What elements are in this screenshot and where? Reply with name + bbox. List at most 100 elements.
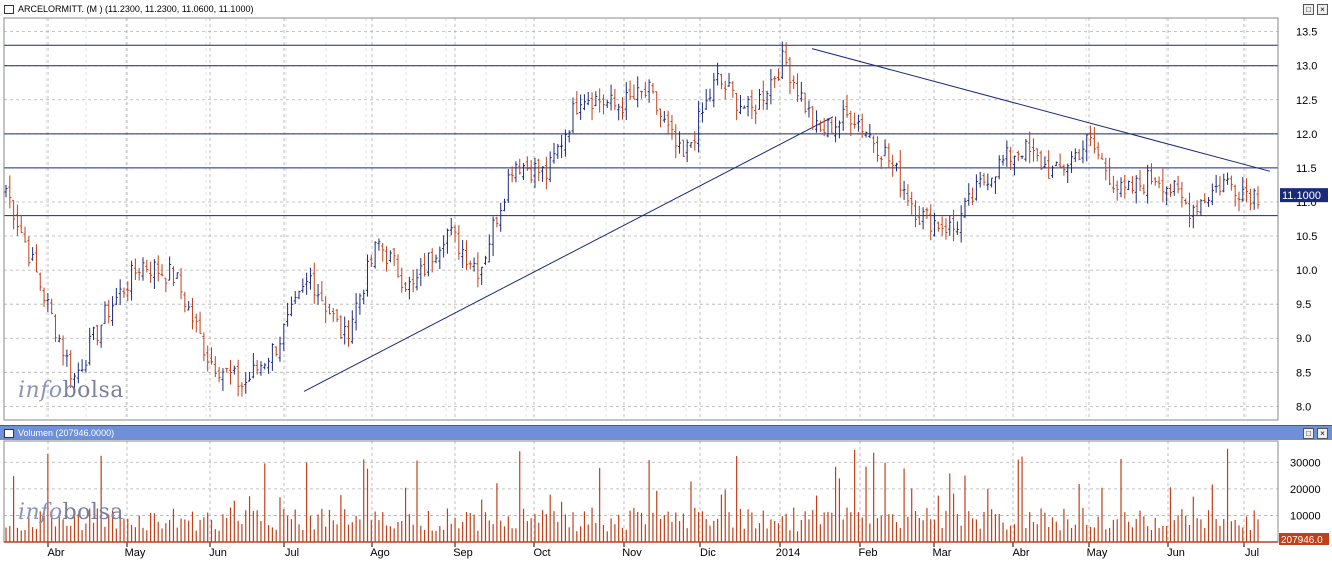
- ohlc-bar: [495, 216, 499, 228]
- ohlc-bar: [419, 258, 423, 287]
- ohlc-bar: [369, 254, 373, 267]
- ohlc-bar: [1176, 175, 1180, 194]
- ohlc-bar: [891, 154, 895, 177]
- ohlc-bar: [716, 62, 720, 86]
- ohlc-bar: [259, 361, 263, 376]
- ohlc-bar: [225, 367, 229, 373]
- ohlc-bar: [940, 216, 944, 236]
- ohlc-bar: [251, 353, 255, 379]
- ohlc-bar: [168, 256, 172, 281]
- ohlc-bar: [8, 175, 12, 209]
- ohlc-bar: [381, 243, 385, 262]
- ohlc-bar: [445, 228, 449, 254]
- ohlc-bar: [708, 88, 712, 102]
- ohlc-bar: [879, 156, 883, 169]
- trend-line: [811, 48, 1271, 172]
- ohlc-bar: [244, 372, 248, 394]
- ohlc-bar: [468, 260, 472, 270]
- ohlc-bar: [617, 103, 621, 121]
- price-trend-lines: [303, 48, 1271, 392]
- ohlc-bar: [442, 235, 446, 258]
- ohlc-bar: [407, 276, 411, 300]
- ohlc-bar: [118, 279, 122, 305]
- ohlc-bar: [974, 174, 978, 201]
- ohlc-bar: [674, 124, 678, 159]
- ohlc-bar: [636, 76, 640, 108]
- ohlc-bar: [1130, 176, 1134, 194]
- ohlc-bar: [735, 92, 739, 121]
- price-tick-label: 8.5: [1296, 367, 1311, 379]
- price-grid: [4, 18, 1278, 420]
- ohlc-bar: [936, 221, 940, 232]
- ohlc-bar: [948, 215, 952, 236]
- ohlc-bar: [190, 297, 194, 330]
- ohlc-bar: [693, 131, 697, 151]
- ohlc-bar: [1207, 197, 1211, 207]
- ohlc-bar: [967, 183, 971, 206]
- ohlc-bar: [697, 100, 701, 153]
- volume-bars: [5, 448, 1259, 542]
- ohlc-bar: [632, 84, 636, 100]
- price-ohlc-bars: [4, 41, 1260, 397]
- ohlc-bar: [308, 267, 312, 290]
- ohlc-bar: [769, 68, 773, 105]
- ohlc-bar: [248, 372, 252, 382]
- ohlc-bar: [514, 161, 518, 183]
- close-button[interactable]: ×: [1317, 4, 1328, 15]
- ohlc-bar: [906, 184, 910, 206]
- price-y-axis: 8.08.59.09.510.010.511.011.512.012.513.0…: [1280, 27, 1328, 413]
- ohlc-bar: [217, 366, 221, 383]
- ohlc-bar: [236, 359, 240, 397]
- x-tick-label: Oct: [533, 547, 550, 559]
- restore-button[interactable]: □: [1303, 428, 1314, 439]
- ohlc-bar: [301, 278, 305, 293]
- ohlc-bar: [601, 94, 605, 115]
- ohlc-bar: [746, 95, 750, 117]
- ohlc-bar: [415, 268, 419, 291]
- ohlc-bar: [670, 114, 674, 140]
- ohlc-bar: [392, 248, 396, 266]
- ohlc-bar: [400, 267, 404, 293]
- ohlc-bar: [1153, 177, 1157, 186]
- ohlc-bar: [609, 84, 613, 111]
- ohlc-bar: [4, 184, 8, 198]
- ohlc-bar: [510, 166, 514, 183]
- ohlc-bar: [647, 79, 651, 103]
- ohlc-bar: [270, 343, 274, 371]
- ohlc-bar: [366, 254, 370, 297]
- ohlc-bar: [563, 129, 567, 157]
- close-button[interactable]: ×: [1317, 428, 1328, 439]
- ohlc-bar: [613, 89, 617, 111]
- ohlc-bar: [1199, 199, 1203, 216]
- ohlc-bar: [872, 135, 876, 154]
- ohlc-bar: [53, 314, 57, 342]
- ohlc-bar: [255, 360, 259, 375]
- ohlc-bar: [640, 90, 644, 99]
- restore-button[interactable]: □: [1303, 4, 1314, 15]
- ohlc-bar: [316, 284, 320, 305]
- ohlc-bar: [1237, 191, 1241, 212]
- ohlc-bar: [503, 198, 507, 212]
- ohlc-bar: [34, 244, 38, 273]
- ohlc-bar: [346, 320, 350, 347]
- x-tick-label: Jul: [285, 547, 299, 559]
- ohlc-bar: [997, 155, 1001, 180]
- ohlc-bar: [537, 158, 541, 182]
- ohlc-bar: [1104, 157, 1108, 181]
- ohlc-bar: [15, 204, 19, 236]
- ohlc-bar: [141, 257, 145, 281]
- ohlc-bar: [434, 254, 438, 264]
- x-tick-label: Feb: [859, 547, 878, 559]
- ohlc-bar: [1195, 200, 1199, 216]
- ohlc-bar: [194, 313, 198, 333]
- ohlc-bar: [99, 324, 103, 348]
- ohlc-bar: [773, 75, 777, 89]
- ohlc-bar: [712, 72, 716, 108]
- ohlc-bar: [1043, 156, 1047, 168]
- price-tick-label: 9.0: [1296, 333, 1311, 345]
- ohlc-bar: [598, 88, 602, 113]
- ohlc-bar: [388, 250, 392, 263]
- ohlc-bar: [1233, 184, 1237, 207]
- ohlc-bar: [404, 281, 408, 292]
